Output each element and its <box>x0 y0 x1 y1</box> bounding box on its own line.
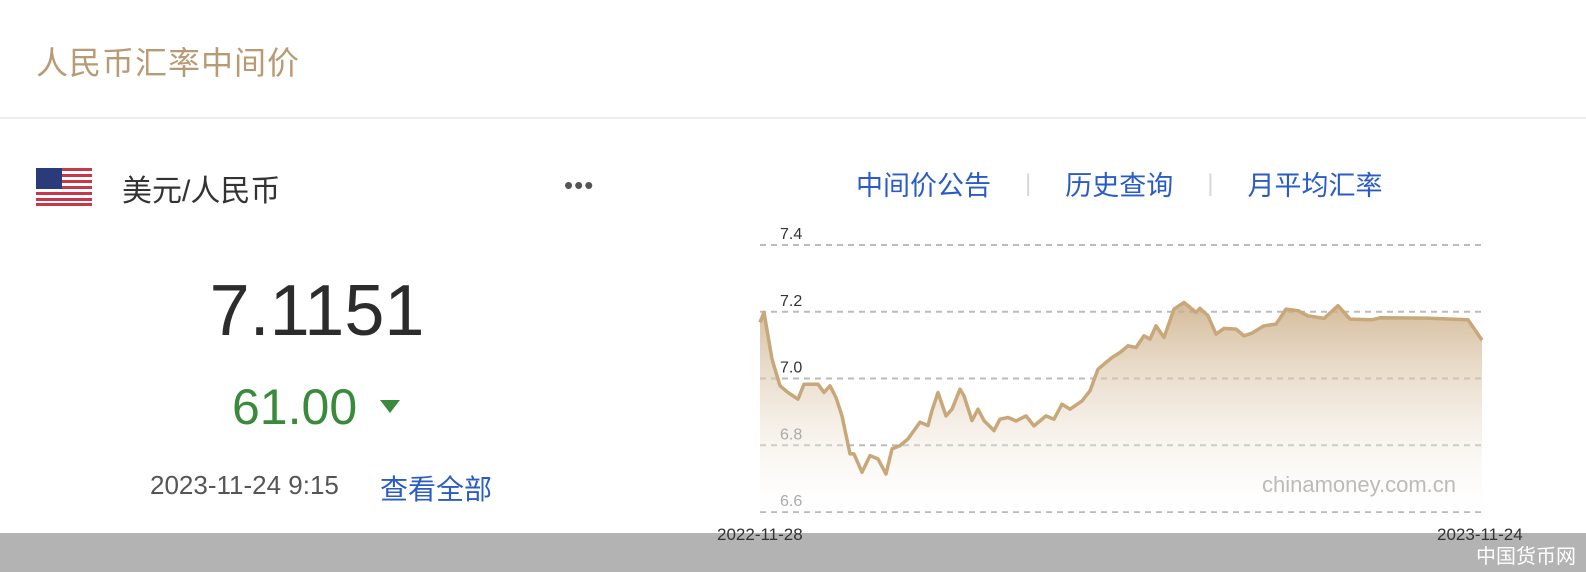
y-tick-label: 6.8 <box>780 426 802 443</box>
update-time: 2023-11-24 9:15 <box>150 470 339 500</box>
y-tick-label: 7.0 <box>780 360 802 377</box>
y-tick-label: 7.4 <box>780 226 802 243</box>
chart-links: 中间价公告 | 历史查询 | 月平均汇率 <box>856 164 1382 203</box>
page-title: 人民币汇率中间价 <box>36 45 301 81</box>
y-tick-label: 6.6 <box>780 493 802 510</box>
link-separator: | <box>1025 169 1032 197</box>
more-options-button[interactable]: ••• <box>564 170 595 200</box>
down-arrow-icon <box>380 400 400 413</box>
chart-watermark: chinamoney.com.cn <box>1262 472 1456 497</box>
currency-pair-label: 美元/人民币 <box>122 175 281 208</box>
y-tick-label: 7.2 <box>780 293 802 310</box>
view-all-link[interactable]: 查看全部 <box>380 474 493 505</box>
link-separator: | <box>1207 169 1214 197</box>
link-midpoint-announcement[interactable]: 中间价公告 <box>856 171 991 201</box>
x-tick-label-start: 2022-11-28 <box>717 525 803 544</box>
chart-area-fill <box>760 302 1482 512</box>
chart-series-line <box>758 300 1484 476</box>
rate-change-value: 61.00 <box>232 379 358 435</box>
exchange-rate-value: 7.1151 <box>209 271 425 351</box>
bottom-bar <box>0 533 1586 572</box>
divider <box>0 117 1586 119</box>
us-flag-icon <box>36 168 92 206</box>
site-watermark: 中国货币网 <box>1476 546 1576 568</box>
link-monthly-average[interactable]: 月平均汇率 <box>1247 171 1383 201</box>
x-tick-label-end: 2023-11-24 <box>1437 525 1523 544</box>
link-history-query[interactable]: 历史查询 <box>1065 171 1174 201</box>
